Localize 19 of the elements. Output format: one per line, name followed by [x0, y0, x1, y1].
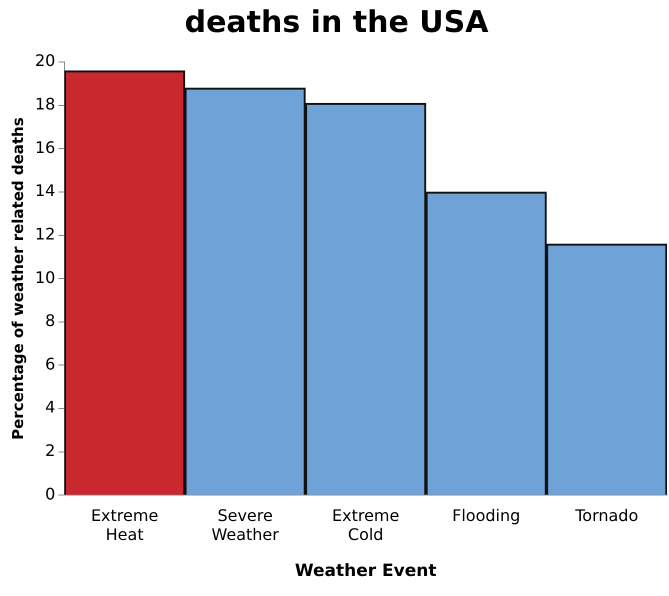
- x-axis-title: Weather Event: [294, 561, 437, 582]
- x-tick-label: Extreme Cold: [332, 506, 400, 544]
- chart-title: deaths in the USA: [184, 4, 490, 40]
- y-tick-label: 16: [35, 138, 56, 157]
- y-tick-label: 12: [35, 224, 56, 244]
- x-tick-label: Flooding: [452, 506, 520, 525]
- y-tick-label: 18: [35, 94, 56, 114]
- y-tick-label: 2: [45, 441, 56, 460]
- y-tick-label: 6: [45, 354, 56, 374]
- x-tick-label: Extreme Heat: [90, 506, 158, 544]
- y-tick-label: 8: [45, 311, 56, 330]
- y-axis-title: Percentage of weather related deaths: [8, 117, 27, 440]
- y-tick-label: 4: [45, 398, 56, 417]
- y-tick-label: 14: [35, 181, 56, 200]
- y-tick-label: 0: [45, 484, 56, 504]
- y-tick-label: 10: [35, 268, 56, 287]
- y-tick-label: 20: [35, 51, 56, 70]
- x-tick-label: Severe Weather: [211, 506, 280, 544]
- x-tick-label: Tornado: [574, 506, 638, 525]
